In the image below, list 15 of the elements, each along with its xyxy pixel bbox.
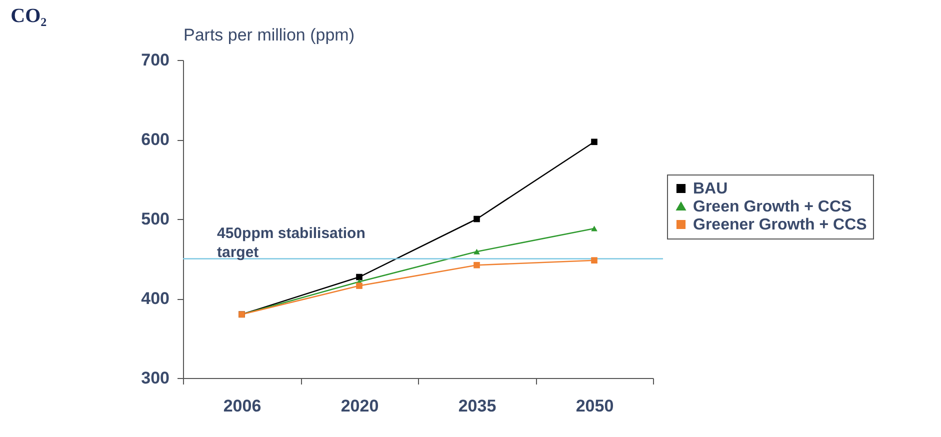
- y-tick-label: 500: [141, 210, 170, 228]
- ref-line-label: 450ppm stabilisation target: [217, 224, 366, 261]
- chart-title: CO₂: [10, 5, 47, 27]
- y-axis-title: Parts per million (ppm): [184, 26, 354, 44]
- y-tick-label: 600: [141, 130, 170, 149]
- legend-label: Greener Growth + CCS: [693, 216, 868, 234]
- y-tick-label: 400: [141, 289, 170, 308]
- x-tick-label: 2035: [458, 396, 496, 416]
- x-tick-label: 2020: [340, 396, 379, 416]
- y-tick-label: 300: [141, 368, 170, 388]
- x-tick-label: 2006: [223, 396, 262, 416]
- legend-label: Green Growth + CCS: [693, 198, 852, 216]
- legend-label: BAU: [693, 180, 728, 198]
- y-tick-label: 700: [141, 50, 170, 70]
- x-tick-label: 2050: [576, 396, 614, 416]
